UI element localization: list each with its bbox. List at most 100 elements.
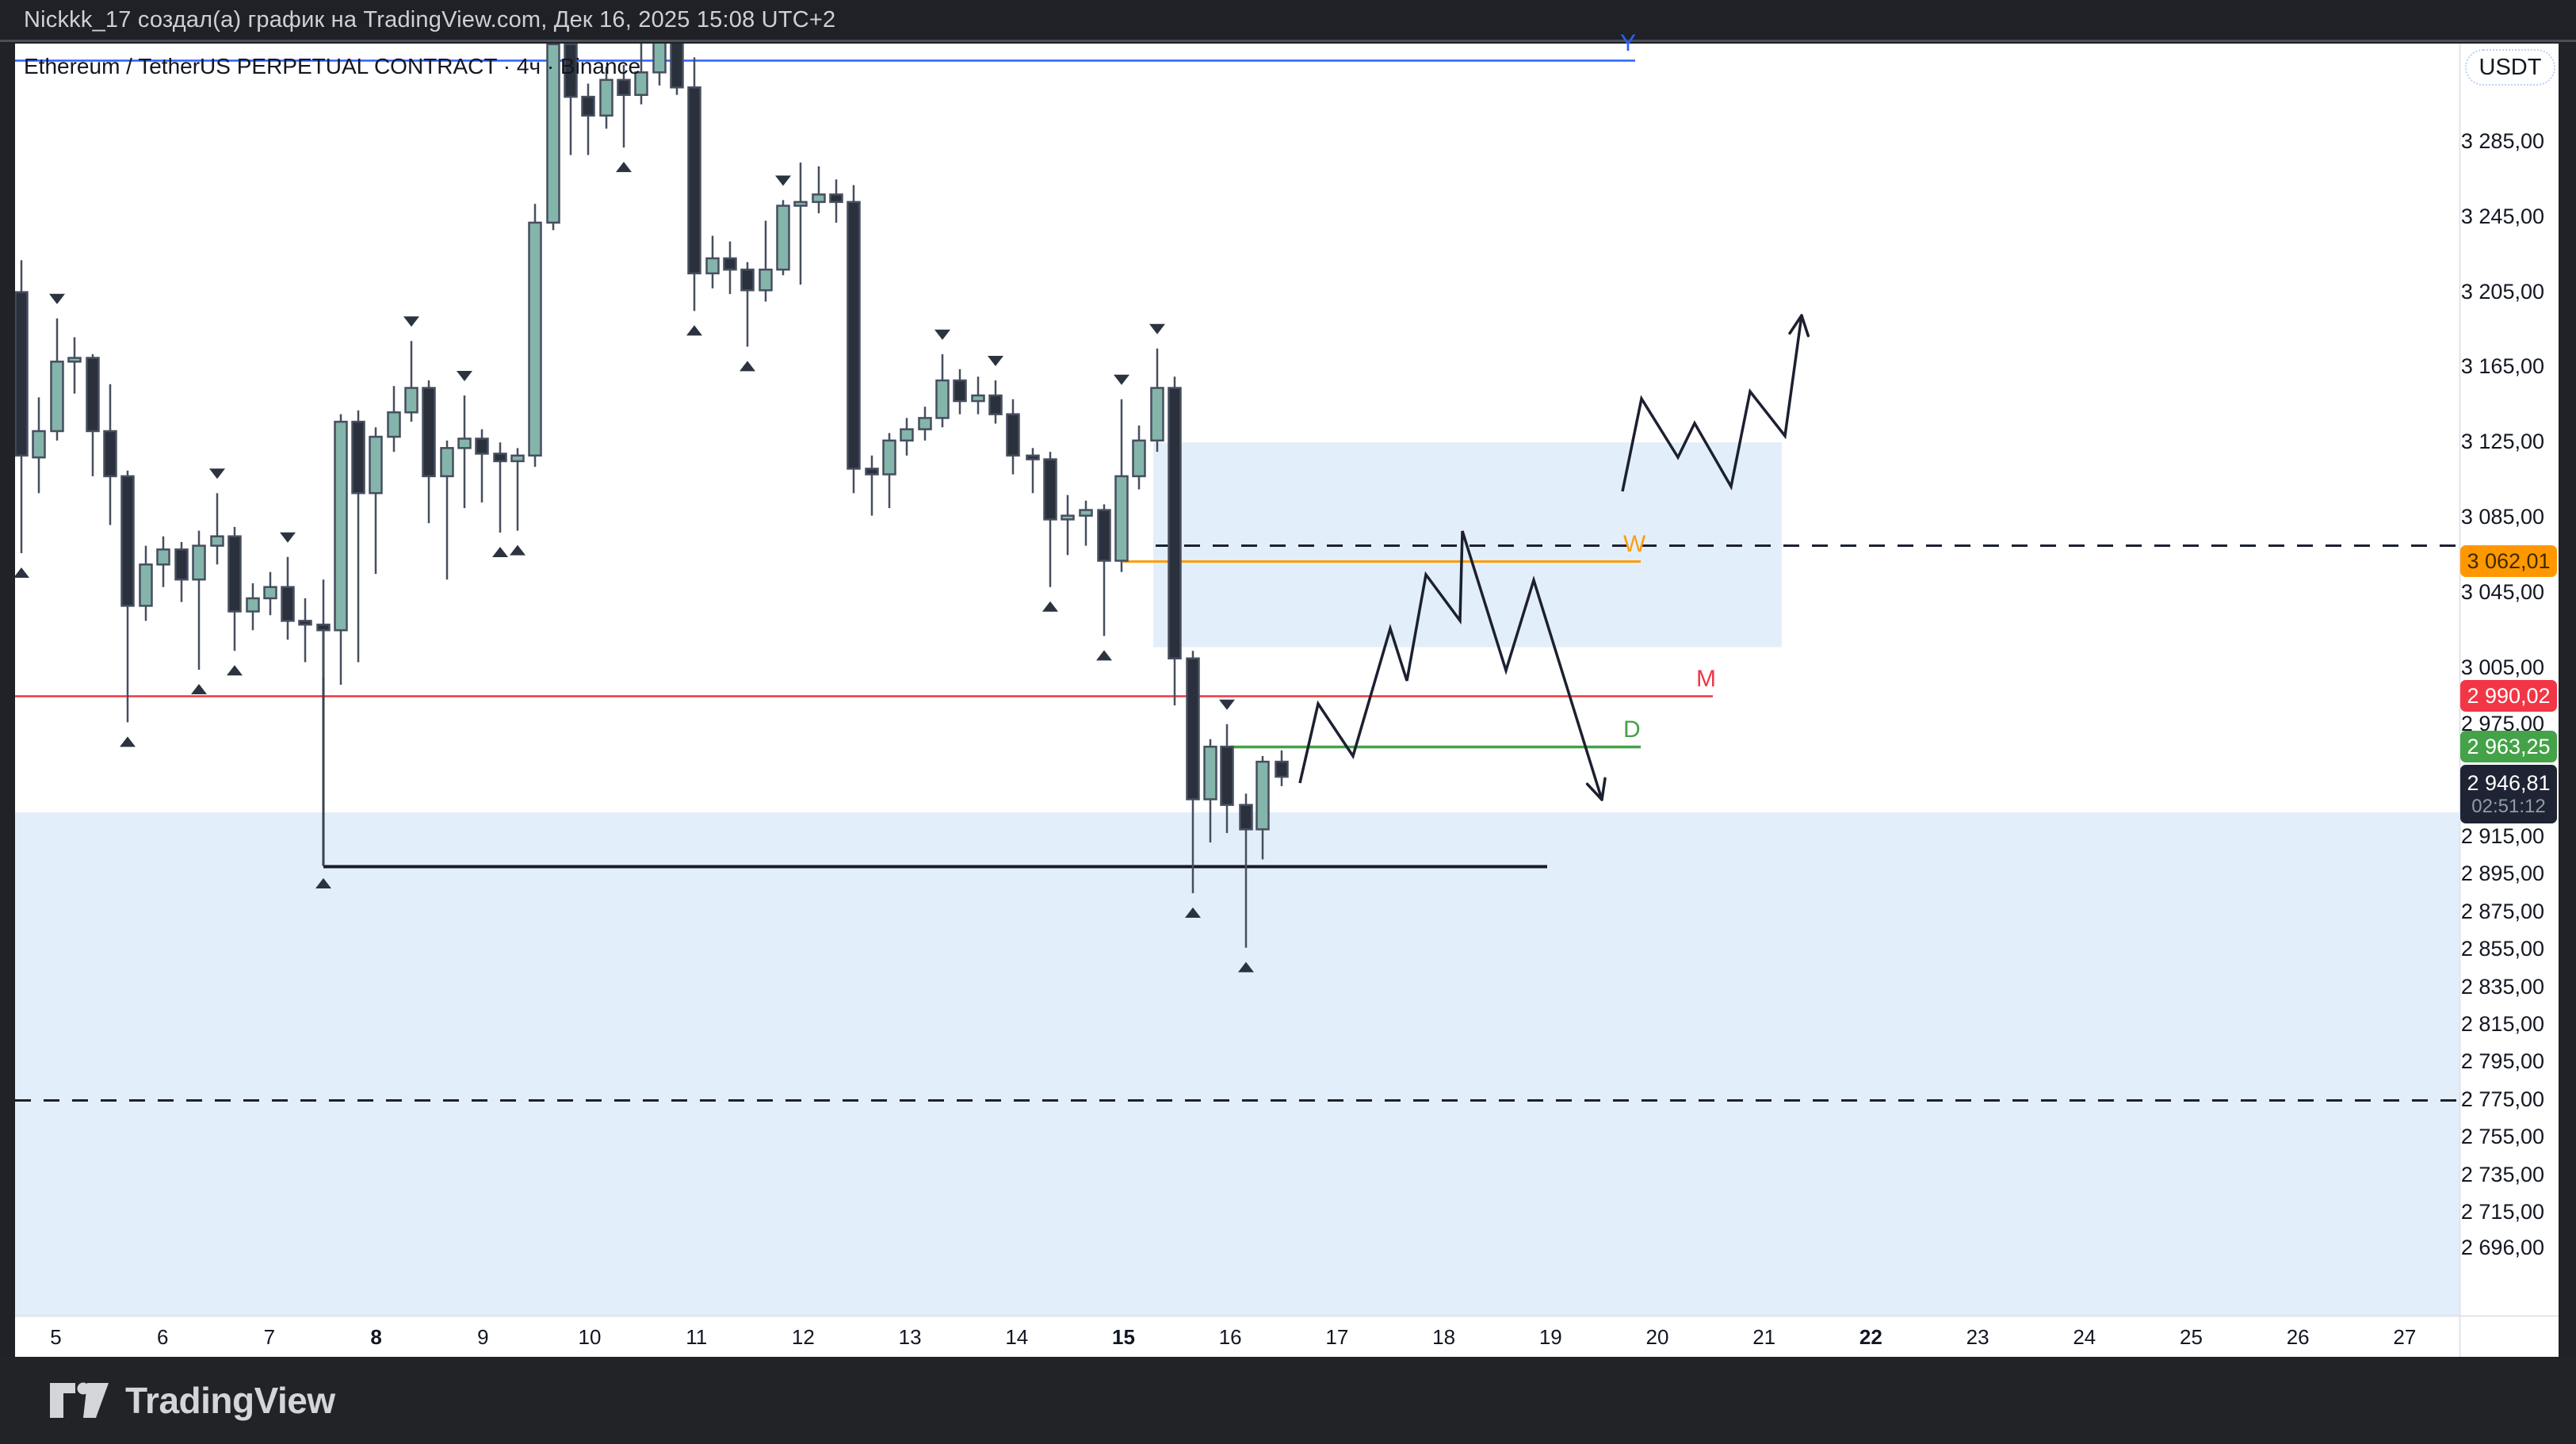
price-axis-label: 3 125,00 (2460, 430, 2544, 454)
candle-up (776, 204, 790, 271)
projection-line[interactable] (1621, 315, 1803, 492)
candle-up (793, 201, 808, 207)
candle-up (528, 221, 542, 457)
price-axis-label: 2 795,00 (2460, 1049, 2544, 1074)
date-label: 9 (477, 1325, 489, 1349)
candle-down (281, 586, 295, 622)
snapshot-header: Nickkk_17 создал(а) график на TradingVie… (0, 0, 2576, 42)
price-axis-label: 3 245,00 (2460, 204, 2544, 228)
candle-up (634, 71, 648, 97)
price-axis-label: 2 855,00 (2460, 937, 2544, 961)
candle-up (918, 417, 932, 430)
candle-down (1043, 458, 1057, 521)
candle-up (246, 597, 260, 613)
candle-up (1256, 760, 1270, 831)
bearish-sweep-path[interactable] (1298, 530, 1607, 801)
fractal-up-marker (315, 878, 331, 889)
date-label: 16 (1218, 1325, 1242, 1349)
bullish-continuation-path[interactable] (1621, 314, 1810, 492)
snapshot-header-text: Nickkk_17 создал(а) график на TradingVie… (24, 6, 836, 32)
candle-up (1061, 514, 1075, 521)
fractal-up-marker (1096, 650, 1112, 661)
candle-down (988, 394, 1003, 415)
candle-up (599, 78, 613, 117)
price-axis-label: 2 975,00 (2460, 711, 2544, 735)
date-label: 13 (898, 1325, 922, 1349)
candle-up (369, 435, 383, 495)
date-label: 8 (370, 1325, 382, 1349)
candle-up (263, 586, 277, 600)
price-axis-label: 2 696,00 (2460, 1235, 2544, 1259)
candle-up (510, 454, 525, 463)
price-axis-label: 3 005,00 (2460, 655, 2544, 679)
date-label: 21 (1752, 1325, 1776, 1349)
candle-up (1079, 509, 1093, 517)
candle-up (1114, 475, 1129, 562)
candle-up (652, 44, 667, 74)
date-label: 5 (50, 1325, 62, 1349)
candle-up (156, 548, 170, 566)
candle-down (316, 623, 331, 632)
date-label: 11 (686, 1325, 708, 1349)
fractal-down-marker (1219, 699, 1235, 710)
currency-toggle-button[interactable]: USDT (2465, 49, 2555, 86)
candle-up (210, 535, 224, 547)
fractal-up-marker (15, 567, 29, 579)
fractal-down-marker (49, 293, 65, 304)
candle-down (493, 453, 507, 463)
candle-up (1132, 439, 1146, 478)
tradingview-logo-icon (50, 1382, 109, 1418)
candle-down (581, 95, 595, 117)
price-axis-label: 2 775,00 (2460, 1087, 2544, 1111)
candle-down (475, 437, 489, 455)
candle-down (1097, 509, 1111, 562)
date-label: 14 (1005, 1325, 1029, 1349)
candle-up (882, 439, 896, 476)
date-label: 19 (1538, 1325, 1562, 1349)
candle-up (192, 544, 206, 581)
demand-zone[interactable] (15, 812, 2459, 1316)
candle-down (740, 268, 755, 292)
candle-down (1220, 745, 1234, 806)
price-axis-label: 2 895,00 (2460, 861, 2544, 886)
price-axis-label: 3 285,00 (2460, 129, 2544, 153)
candle-up (387, 411, 401, 438)
fractal-down-marker (209, 468, 225, 479)
plot-area[interactable] (13, 20, 2459, 1316)
fractal-up-marker (1238, 961, 1254, 972)
candle-up (705, 257, 720, 275)
chart-legend-title[interactable]: Ethereum / TetherUS PERPETUAL CONTRACT ·… (24, 54, 641, 78)
projection-line[interactable] (1298, 530, 1603, 800)
fractal-down-marker (1114, 374, 1129, 385)
candle-down (227, 535, 242, 613)
tradingview-wordmark: TradingView (125, 1380, 335, 1421)
fractal-up-marker (616, 162, 632, 173)
candle-down (953, 379, 967, 403)
price-axis-label: 3 205,00 (2460, 279, 2544, 304)
candle-down (847, 201, 861, 470)
candle-down (1239, 804, 1253, 831)
candle-down (120, 475, 135, 607)
date-label: 15 (1112, 1325, 1135, 1349)
candle-up (971, 394, 985, 403)
fractal-down-marker (775, 175, 791, 186)
date-label: 23 (1966, 1325, 1989, 1349)
date-label: 18 (1432, 1325, 1456, 1349)
projection-arrowhead (1585, 782, 1603, 801)
date-label: 7 (263, 1325, 276, 1349)
candle-up (812, 193, 826, 204)
candle-up (935, 379, 950, 419)
fractal-up-marker (1042, 601, 1058, 612)
candle-down (422, 387, 436, 478)
fractal-up-marker (1185, 907, 1201, 919)
candle-up (457, 437, 472, 449)
fractal-up-marker (191, 683, 207, 694)
candle-down (1186, 657, 1200, 800)
candle-up (1203, 745, 1217, 800)
candle-up (759, 268, 773, 292)
date-label: 27 (2393, 1325, 2417, 1349)
candle-down (865, 468, 879, 476)
date-label: 24 (2073, 1325, 2096, 1349)
date-label: 10 (578, 1325, 602, 1349)
